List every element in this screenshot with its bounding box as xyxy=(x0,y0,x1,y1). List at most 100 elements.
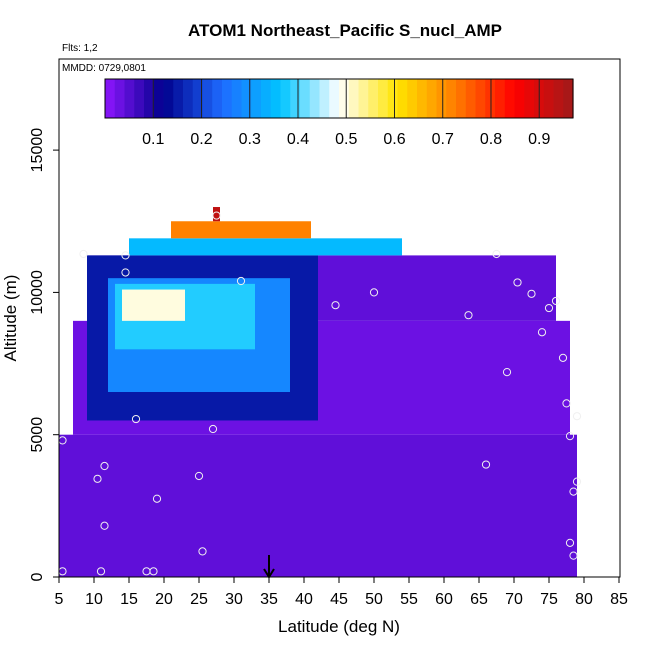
colorbar-swatch xyxy=(319,79,330,118)
x-tick-label: 20 xyxy=(155,591,173,608)
colorbar-swatch xyxy=(543,79,555,118)
colorbar-swatch xyxy=(563,79,574,118)
colorbar-tick-label: 0.9 xyxy=(528,131,550,148)
x-tick-label: 65 xyxy=(470,591,488,608)
y-tick-label: 10000 xyxy=(29,270,46,315)
flights-label: Flts: 1,2 xyxy=(62,43,98,54)
sample-point xyxy=(544,303,554,313)
sample-points xyxy=(58,211,582,576)
chart-title: ATOM1 Northeast_Pacific S_nucl_AMP xyxy=(188,21,502,40)
sample-point xyxy=(121,251,130,260)
y-tick-label: 0 xyxy=(29,572,46,581)
sample-point xyxy=(198,547,207,556)
sample-point xyxy=(212,211,221,220)
colorbar-tick-label: 0.5 xyxy=(335,131,357,148)
sample-point xyxy=(208,424,218,434)
x-axis: 5 10 15 20 25 30 35 40 45 50 55 60 65 70 75 80 85 xyxy=(55,577,628,608)
colorbar-swatch xyxy=(124,79,135,118)
colorbar-swatch xyxy=(514,79,525,118)
sample-point xyxy=(152,494,162,503)
colorbar-swatch xyxy=(134,79,145,118)
colorbar-swatch xyxy=(261,79,272,118)
heatmap-cell xyxy=(129,238,402,256)
colorbar-swatch xyxy=(270,79,282,118)
colorbar-swatch xyxy=(348,79,360,118)
x-tick-label: 70 xyxy=(505,591,523,608)
heatmap-cell xyxy=(122,289,185,321)
x-tick-label: 35 xyxy=(260,591,278,608)
colorbar-swatch xyxy=(407,79,418,118)
x-tick-label: 45 xyxy=(330,591,348,608)
sample-point xyxy=(572,477,582,486)
x-tick-label: 55 xyxy=(400,591,418,608)
colorbar-swatch xyxy=(465,79,477,118)
x-tick-label: 10 xyxy=(85,591,103,608)
colorbar-swatch xyxy=(436,79,447,118)
colorbar-swatch xyxy=(144,79,155,118)
colorbar-swatch xyxy=(553,79,564,118)
sample-point xyxy=(562,399,571,408)
location-arrow xyxy=(263,555,275,579)
colorbar-swatch xyxy=(495,79,506,118)
colorbar-swatch xyxy=(212,79,223,118)
sample-point xyxy=(481,460,491,469)
sample-point xyxy=(79,249,88,259)
x-tick-label: 5 xyxy=(55,591,64,608)
colorbar-swatch xyxy=(456,79,467,118)
colorbar-swatch xyxy=(280,79,291,118)
sample-point xyxy=(565,538,575,547)
y-axis-label: Altitude (m) xyxy=(1,275,20,362)
heatmap-cell xyxy=(213,207,220,222)
heatmap-cell xyxy=(171,221,311,239)
x-tick-label: 60 xyxy=(435,591,453,608)
x-tick-label: 15 xyxy=(120,591,138,608)
colorbar-swatch xyxy=(290,79,301,118)
colorbar-swatch xyxy=(358,79,369,118)
colorbar-tick-label: 0.2 xyxy=(190,131,212,148)
sample-point xyxy=(464,311,473,320)
sample-point xyxy=(331,301,340,310)
sample-point xyxy=(569,487,578,496)
y-tick-label: 15000 xyxy=(29,128,46,173)
colorbar-tick-label: 0.1 xyxy=(142,131,164,148)
sample-point xyxy=(513,278,522,287)
date-label: MMDD: 0729,0801 xyxy=(62,63,146,74)
colorbar-swatch xyxy=(368,79,379,118)
colorbar-swatch xyxy=(153,79,165,118)
colorbar-swatch xyxy=(309,79,321,118)
x-tick-label: 30 xyxy=(225,591,243,608)
colorbar-swatch xyxy=(524,79,535,118)
sample-point xyxy=(551,296,561,306)
sample-point xyxy=(131,414,141,424)
y-axis: 0 5000 10000 15000 xyxy=(29,128,59,581)
arrow-head xyxy=(263,568,275,579)
sample-point xyxy=(502,367,512,377)
colorbar: 0.1 0.2 0.3 0.4 0.5 0.6 0.7 0.8 0.9 xyxy=(104,78,574,148)
y-tick-label: 5000 xyxy=(29,417,46,453)
colorbar-swatch xyxy=(114,79,126,118)
sample-point xyxy=(492,249,501,259)
colorbar-tick-label: 0.3 xyxy=(239,131,261,148)
colorbar-swatch xyxy=(378,79,389,118)
x-axis-label: Latitude (deg N) xyxy=(278,617,400,636)
colorbar-swatch xyxy=(387,79,399,118)
sample-point xyxy=(537,328,547,337)
heatmap xyxy=(59,207,577,577)
colorbar-swatch xyxy=(397,79,408,118)
colorbar-swatch xyxy=(446,79,457,118)
colorbar-swatch xyxy=(183,79,194,118)
colorbar-swatch xyxy=(231,79,243,118)
sample-point xyxy=(96,567,106,576)
colorbar-swatch xyxy=(485,79,496,118)
sample-point xyxy=(100,461,109,471)
colorbar-swatch xyxy=(251,79,262,118)
colorbar-swatch xyxy=(192,79,204,118)
x-tick-label: 50 xyxy=(365,591,383,608)
colorbar-frame xyxy=(104,78,574,119)
sample-point xyxy=(565,432,575,441)
sample-point xyxy=(93,474,102,483)
colorbar-swatch xyxy=(173,79,184,118)
sample-point xyxy=(236,276,246,286)
sample-point xyxy=(558,353,568,362)
